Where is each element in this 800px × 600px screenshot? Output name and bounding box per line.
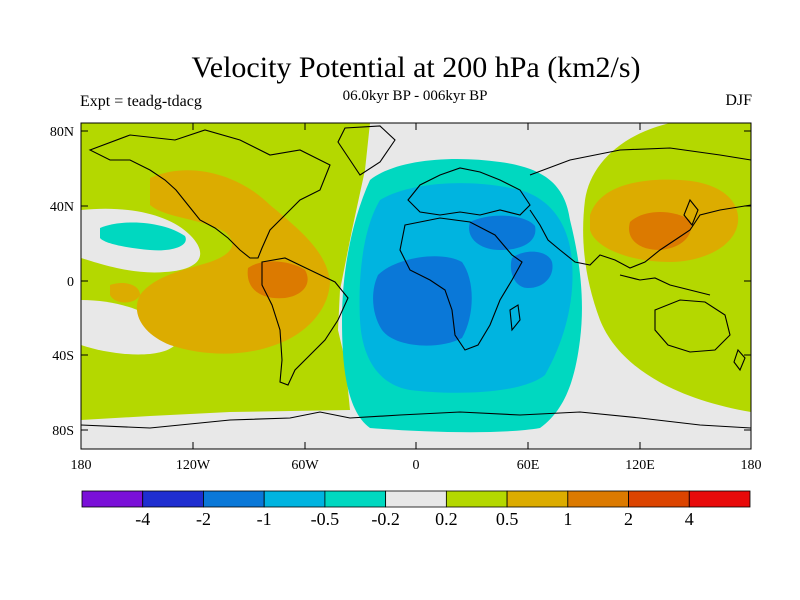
colorbar-label: 4 bbox=[685, 509, 694, 529]
colorbar-box bbox=[263, 490, 326, 508]
season-label: DJF bbox=[725, 92, 752, 109]
colorbar-box bbox=[385, 490, 447, 508]
coastlines bbox=[81, 125, 751, 429]
colorbar-box bbox=[81, 490, 144, 508]
west-orange-region bbox=[136, 170, 330, 354]
lon-label-0: 0 bbox=[413, 458, 420, 473]
colorbar-label: -2 bbox=[196, 509, 211, 529]
south-america-coast bbox=[261, 257, 349, 386]
madagascar-coast bbox=[509, 304, 521, 332]
colorbar-box bbox=[628, 490, 690, 508]
colorbar-label: 1 bbox=[563, 509, 572, 529]
europe-coast bbox=[407, 167, 531, 216]
lon-label-60e: 60E bbox=[517, 458, 540, 473]
colorbar-label: -0.2 bbox=[371, 509, 400, 529]
asia-coast bbox=[529, 147, 751, 269]
lat-label-40s: 40S bbox=[52, 349, 74, 364]
antarctica-coast bbox=[81, 411, 751, 429]
lon-label-120w: 120W bbox=[176, 458, 211, 473]
lon-label-60w: 60W bbox=[291, 458, 319, 473]
colorbar-box bbox=[142, 490, 204, 508]
plot-title: Velocity Potential at 200 hPa (km2/s) bbox=[191, 51, 641, 84]
australia-coast bbox=[654, 299, 731, 353]
lat-label-80s: 80S bbox=[52, 424, 74, 439]
latitude-axis: 80N 40N 0 40S 80S bbox=[50, 125, 751, 439]
contour-field bbox=[81, 123, 751, 449]
north-america-coast bbox=[88, 129, 331, 259]
west-orange-small bbox=[110, 283, 140, 303]
colorbar-box bbox=[506, 490, 569, 508]
colorbar-box bbox=[324, 490, 387, 508]
lat-label-40n: 40N bbox=[50, 200, 74, 215]
colorbar-box bbox=[567, 490, 629, 508]
experiment-label: Expt = teadg-tdacg bbox=[80, 93, 202, 110]
greenland-coast bbox=[337, 125, 396, 176]
south-pacific-neutral bbox=[81, 300, 175, 355]
east-asia-max bbox=[629, 212, 692, 250]
lon-label-180w: 180 bbox=[71, 458, 92, 473]
longitude-axis: 180 120W 60W 0 60E 120E 180 bbox=[71, 123, 762, 473]
colorbar-label: 0.5 bbox=[496, 509, 519, 529]
colorbar-label: -0.5 bbox=[311, 509, 340, 529]
south-america-max bbox=[247, 261, 308, 299]
maritime-continent-coast bbox=[619, 274, 711, 296]
colorbar-box bbox=[688, 490, 751, 508]
colorbar-box bbox=[445, 490, 508, 508]
colorbar-label: -4 bbox=[135, 509, 150, 529]
lat-label-80n: 80N bbox=[50, 125, 74, 140]
africa-negative-core-west bbox=[373, 256, 472, 346]
new-zealand-coast bbox=[733, 348, 746, 372]
colorbar-labels: -4 -2 -1 -0.5 -0.2 0.2 0.5 1 2 4 bbox=[135, 509, 694, 529]
africa-coast bbox=[399, 217, 523, 351]
period-label: 06.0kyr BP - 006kyr BP bbox=[342, 88, 488, 104]
colorbar bbox=[81, 490, 751, 508]
africa-negative-core-north bbox=[469, 215, 536, 250]
japan-coast bbox=[683, 198, 699, 227]
africa-negative-core-east bbox=[510, 251, 553, 288]
colorbar-label: -1 bbox=[257, 509, 272, 529]
colorbar-label: 2 bbox=[624, 509, 633, 529]
lon-label-120e: 120E bbox=[625, 458, 655, 473]
colorbar-box bbox=[203, 490, 265, 508]
north-pacific-negative bbox=[100, 222, 186, 251]
colorbar-label: 0.2 bbox=[435, 509, 458, 529]
lon-label-180e: 180 bbox=[741, 458, 762, 473]
lat-label-0: 0 bbox=[67, 275, 74, 290]
